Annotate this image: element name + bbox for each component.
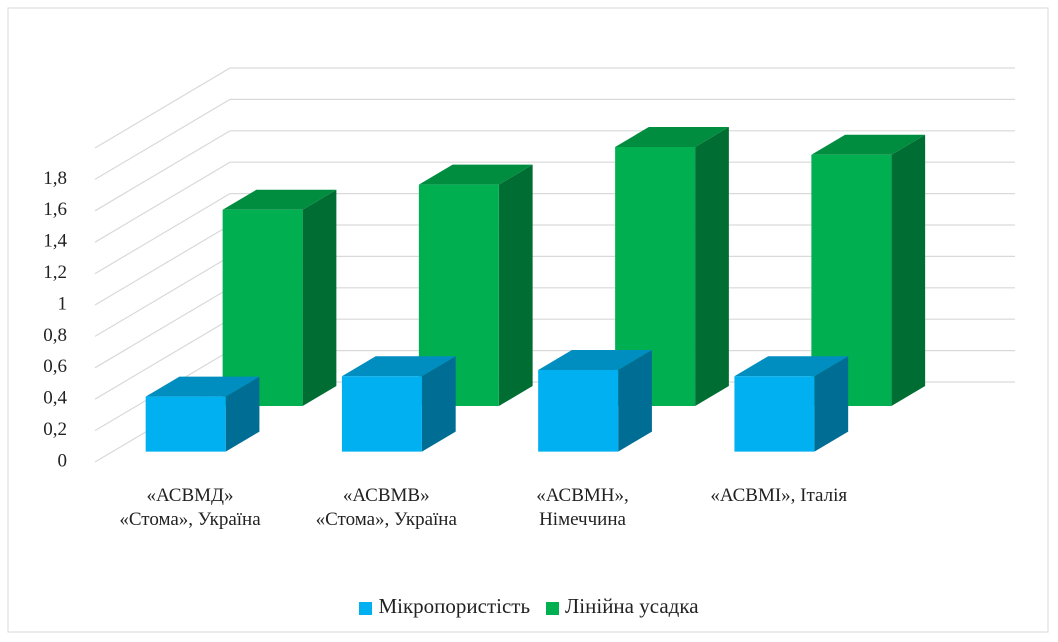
y-tick-label: 0 — [58, 450, 68, 471]
bar-side — [618, 349, 652, 452]
legend-label: Лінійна усадка — [565, 594, 699, 618]
y-tick-label: 1,2 — [43, 262, 67, 283]
bar-top — [734, 356, 849, 377]
bar-side — [225, 376, 260, 452]
bar — [811, 154, 892, 406]
bar-top — [811, 134, 926, 155]
x-tick-label: «АСВМН», Німеччина — [536, 485, 629, 530]
bar-side — [498, 164, 533, 406]
grid-line — [94, 161, 1015, 243]
bar-top — [615, 126, 729, 147]
bar — [341, 376, 422, 452]
legend-item: Лінійна усадка — [546, 594, 699, 619]
legend-item: Мікропористість — [359, 594, 530, 619]
x-tick-label: «АСВМІ», Італія — [710, 485, 848, 506]
bar-side — [695, 126, 729, 406]
bar-top — [341, 356, 456, 377]
legend-swatch — [546, 601, 560, 615]
x-tick-label: «АСВМД» «Стома», Україна — [119, 485, 261, 530]
bar-top — [538, 349, 652, 370]
bar-top — [222, 189, 337, 210]
y-tick-label: 1,4 — [43, 231, 67, 252]
bar-side — [421, 356, 456, 452]
bar — [418, 184, 499, 406]
chart-frame — [7, 7, 1049, 633]
bar — [615, 146, 696, 406]
bar-side — [891, 134, 926, 407]
grid-line — [94, 67, 1015, 149]
bar — [145, 396, 226, 452]
y-tick-label: 1 — [58, 293, 68, 314]
y-tick-label: 1,8 — [43, 168, 67, 189]
bar — [734, 376, 815, 452]
bar — [538, 369, 619, 452]
y-tick-label: 1,6 — [43, 199, 67, 220]
bar-side — [814, 356, 849, 452]
legend-swatch — [359, 601, 373, 615]
grid-line — [94, 193, 1015, 275]
bar — [222, 209, 303, 406]
y-tick-label: 0,4 — [43, 388, 67, 409]
grid-line — [94, 98, 1015, 180]
bar-top — [145, 376, 260, 397]
legend: Мікропористість Лінійна усадка — [0, 594, 1058, 619]
bar-top — [418, 164, 533, 185]
grid-line — [94, 130, 1015, 212]
bar-side — [302, 189, 337, 406]
y-tick-label: 0,8 — [43, 325, 67, 346]
legend-label: Мікропористість — [378, 594, 531, 618]
y-tick-label: 0,2 — [43, 419, 67, 440]
y-tick-label: 0,6 — [43, 356, 67, 377]
x-tick-label: «АСВМВ» «Стома», Україна — [315, 485, 457, 530]
